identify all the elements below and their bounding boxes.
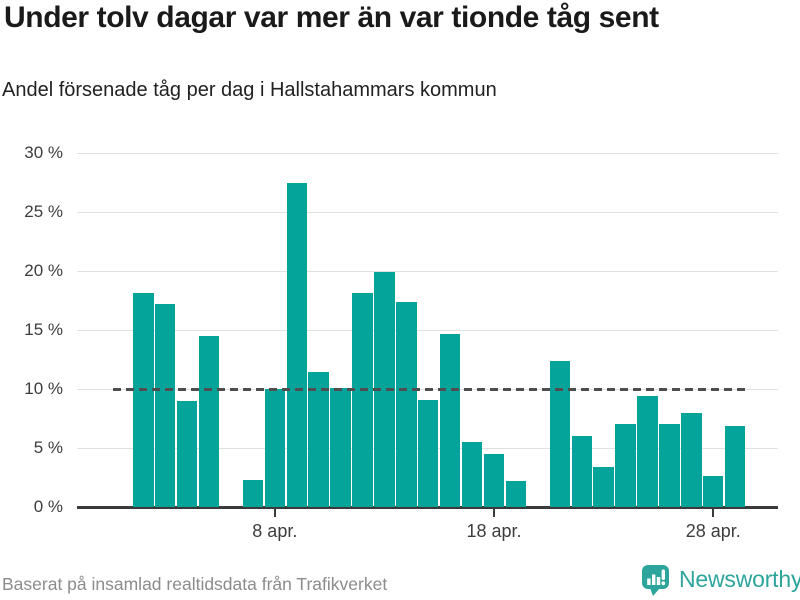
newsworthy-logo: Newsworthy — [641, 564, 800, 598]
bar-day-3 — [155, 304, 176, 507]
x-tick-label: 18 apr. — [466, 521, 522, 541]
y-axis-label: 30 % — [24, 143, 63, 162]
newsworthy-wordmark: Newsworthy — [679, 566, 800, 592]
bar-day-26 — [659, 424, 680, 507]
gridline — [77, 153, 778, 154]
bar-day-4 — [176, 400, 198, 507]
y-axis-label: 10 % — [24, 379, 63, 398]
x-axis-line — [77, 505, 778, 509]
x-tick-label: 28 apr. — [685, 521, 741, 541]
bar-day-11 — [330, 387, 351, 507]
x-tick — [273, 508, 276, 517]
bar-day-19 — [505, 481, 527, 507]
x-tick — [493, 508, 496, 517]
bar-day-23 — [593, 466, 614, 507]
chart-subtitle: Andel försenade tåg per dag i Hallstaham… — [2, 79, 497, 101]
gridline — [77, 271, 778, 272]
bar-day-2 — [133, 293, 154, 507]
bar-day-14 — [396, 301, 417, 507]
bar-day-25 — [637, 396, 658, 507]
source-note: Baserat på insamlad realtidsdata från Tr… — [2, 574, 388, 594]
y-axis-label: 15 % — [24, 320, 63, 339]
chart-title: Under tolv dagar var mer än var tionde t… — [4, 1, 659, 34]
bar-day-7 — [242, 479, 264, 507]
bar-day-8 — [264, 389, 286, 507]
bar-day-28 — [703, 476, 724, 507]
bar-day-21 — [549, 360, 570, 507]
y-axis-label: 20 % — [24, 261, 63, 280]
bar-day-24 — [615, 424, 636, 507]
bar-day-27 — [681, 412, 702, 507]
newsworthy-bubble-chart-icon — [642, 565, 669, 596]
x-tick — [712, 508, 715, 517]
reference-line-10pct — [113, 387, 745, 391]
gridline — [77, 330, 778, 331]
bar-day-17 — [461, 442, 483, 507]
y-axis-label: 25 % — [24, 202, 63, 221]
y-axis-label: 0 % — [33, 497, 63, 516]
bar-day-16 — [440, 333, 461, 507]
bar-day-5 — [198, 335, 220, 507]
bar-day-15 — [418, 399, 439, 507]
bar-day-18 — [483, 453, 505, 507]
bar-day-22 — [571, 436, 592, 507]
gridline — [77, 212, 778, 213]
bar-day-10 — [308, 372, 329, 507]
y-axis-label: 5 % — [33, 438, 63, 457]
bar-day-12 — [352, 293, 373, 507]
bar-day-29 — [724, 425, 746, 507]
x-tick-label: 8 apr. — [252, 521, 298, 541]
bar-day-9 — [286, 182, 307, 507]
